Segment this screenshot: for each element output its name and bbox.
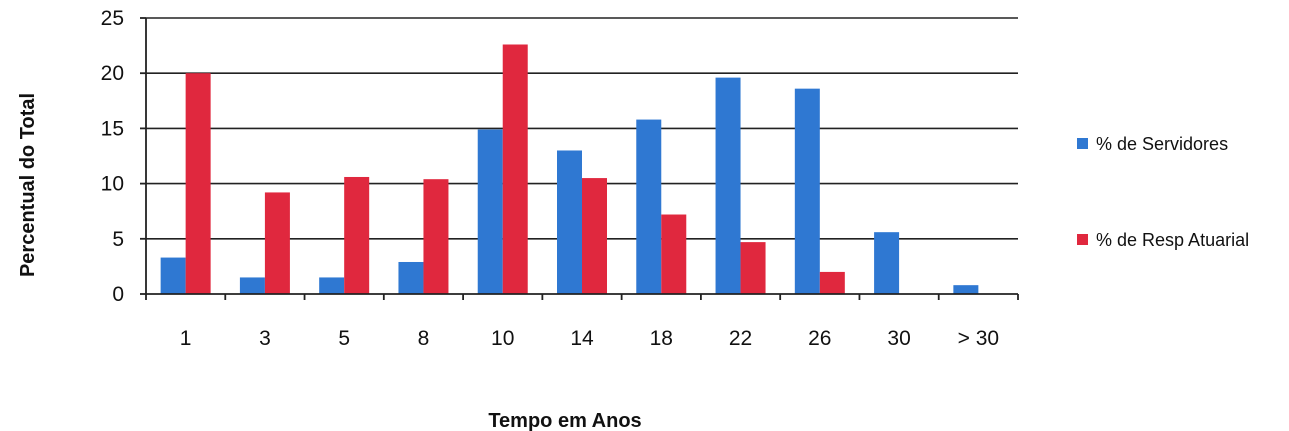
legend-label-resp-atuarial: % de Resp Atuarial bbox=[1096, 230, 1249, 250]
x-tick-label: > 30 bbox=[958, 327, 999, 350]
y-tick-label: 5 bbox=[112, 228, 124, 251]
bar bbox=[794, 88, 820, 294]
x-tick-label: 10 bbox=[491, 327, 514, 350]
y-tick-label: 20 bbox=[101, 62, 124, 85]
y-tick-label: 0 bbox=[112, 283, 124, 306]
bar bbox=[819, 271, 845, 294]
x-tick-label: 18 bbox=[650, 327, 673, 350]
legend-item-servidores: % de Servidores bbox=[1077, 134, 1228, 154]
gridlines bbox=[146, 17, 1018, 240]
y-axis-ticks: 0 5 10 15 20 25 bbox=[101, 7, 146, 306]
bar bbox=[344, 176, 370, 294]
bar bbox=[398, 261, 424, 294]
x-tick-label: 5 bbox=[338, 327, 350, 350]
bar bbox=[423, 179, 449, 294]
bar bbox=[239, 277, 265, 294]
x-tick-label: 8 bbox=[418, 327, 430, 350]
legend-item-resp-atuarial: % de Resp Atuarial bbox=[1077, 230, 1249, 250]
x-tick-label: 1 bbox=[180, 327, 192, 350]
x-axis-ticks: 1 3 5 8 10 14 18 22 26 30 > 30 bbox=[145, 294, 1019, 350]
x-tick-label: 3 bbox=[259, 327, 271, 350]
bar bbox=[636, 119, 662, 295]
bar bbox=[874, 232, 900, 294]
bar bbox=[715, 77, 741, 294]
legend-swatch-servidores bbox=[1077, 138, 1088, 149]
y-axis-title: Percentual do Total bbox=[17, 93, 39, 277]
bar bbox=[264, 192, 290, 294]
bar bbox=[661, 214, 687, 294]
bar bbox=[502, 44, 528, 294]
bar bbox=[160, 257, 186, 294]
x-tick-label: 22 bbox=[729, 327, 752, 350]
bar bbox=[185, 73, 211, 294]
y-tick-label: 10 bbox=[101, 173, 124, 196]
bar bbox=[319, 277, 345, 294]
bar bbox=[953, 285, 979, 294]
y-tick-label: 15 bbox=[101, 117, 124, 140]
bar bbox=[740, 242, 766, 294]
bars bbox=[160, 44, 979, 295]
legend: % de Servidores % de Resp Atuarial bbox=[1077, 134, 1249, 250]
bar bbox=[582, 178, 607, 294]
legend-label-servidores: % de Servidores bbox=[1096, 134, 1228, 154]
x-tick-label: 14 bbox=[570, 327, 594, 350]
bar bbox=[477, 129, 503, 294]
x-tick-label: 26 bbox=[808, 327, 831, 350]
x-axis-title: Tempo em Anos bbox=[488, 410, 641, 431]
bar bbox=[557, 150, 582, 294]
x-tick-label: 30 bbox=[887, 327, 910, 350]
legend-swatch-resp-atuarial bbox=[1077, 234, 1088, 245]
y-tick-label: 25 bbox=[101, 7, 124, 30]
axes bbox=[145, 18, 1018, 295]
